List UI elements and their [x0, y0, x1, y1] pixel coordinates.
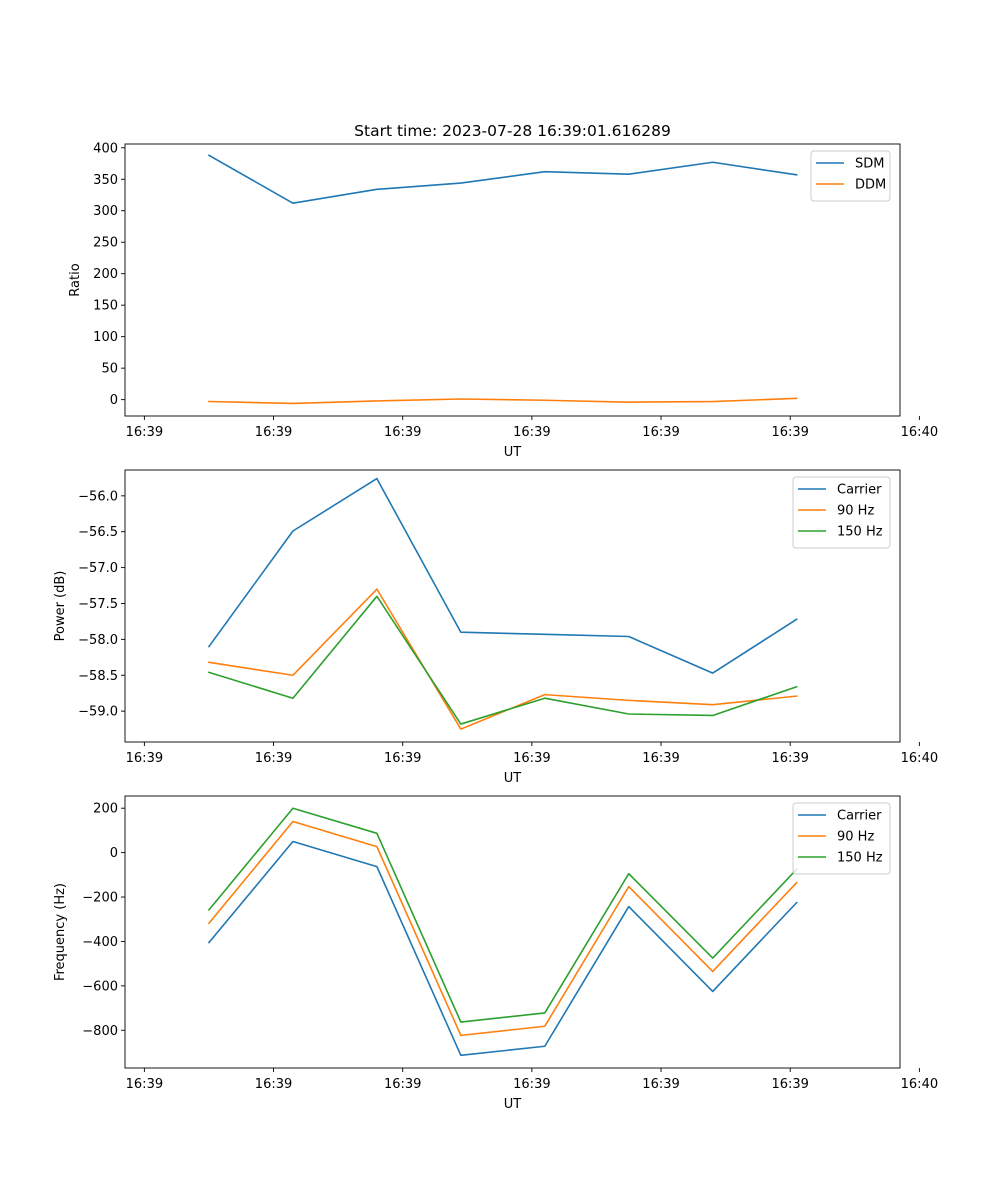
y-tick-label: −200 [82, 891, 118, 906]
y-tick-label: 200 [93, 267, 118, 282]
y-axis-label: Ratio [68, 263, 83, 296]
plot-frame [124, 143, 901, 417]
y-tick-label: −58.0 [78, 633, 118, 648]
legend-label: DDM [855, 178, 886, 193]
x-tick-label: 16:39 [513, 425, 550, 440]
x-tick-label: 16:39 [642, 425, 679, 440]
x-tick-label: 16:39 [255, 751, 292, 766]
y-tick-label: 50 [101, 362, 118, 377]
chart-panel-frequency: 16:39 16:39 16:39 16:39 16:39 16:39 16:40 −800 −… [53, 795, 938, 1112]
legend: SDM DDM [810, 150, 891, 202]
legend-label: Carrier [837, 483, 882, 498]
y-tick-label: 200 [93, 802, 118, 817]
x-tick-label: 16:39 [771, 425, 808, 440]
legend-label: 150 Hz [837, 525, 883, 540]
x-axis-label: UT [504, 1097, 522, 1112]
legend-label: Carrier [837, 809, 882, 824]
x-axis-label: UT [504, 771, 522, 786]
x-tick-label: 16:39 [513, 1077, 550, 1092]
y-tick-label: 100 [93, 330, 118, 345]
y-tick-label: 150 [93, 299, 118, 314]
x-tick-label: 16:40 [901, 1077, 938, 1092]
x-tick-label: 16:39 [126, 425, 163, 440]
x-tick-label: 16:39 [255, 1077, 292, 1092]
y-tick-label: −400 [82, 935, 118, 950]
chart-panels: 16:39 16:39 16:39 16:39 16:39 16:39 16:40 0 50 10… [53, 141, 938, 1112]
chart-title: Start time: 2023-07-28 16:39:01.616289 [354, 122, 671, 140]
x-tick-label: 16:39 [255, 425, 292, 440]
x-tick-label: 16:39 [126, 1077, 163, 1092]
chart-panel-ratio: 16:39 16:39 16:39 16:39 16:39 16:39 16:40 0 50 10… [68, 141, 938, 460]
y-tick-label: −57.0 [78, 561, 118, 576]
chart-panel-power: 16:39 16:39 16:39 16:39 16:39 16:39 16:40 −59.0… [53, 469, 938, 786]
legend: Carrier 90 Hz 150 Hz [792, 802, 891, 875]
y-tick-label: −56.5 [78, 525, 118, 540]
y-axis-label: Power (dB) [53, 571, 68, 642]
y-tick-label: −57.5 [78, 597, 118, 612]
y-tick-label: 250 [93, 236, 118, 251]
y-tick-label: −800 [82, 1024, 118, 1039]
series-line-sdm [207, 154, 798, 204]
x-tick-label: 16:39 [126, 751, 163, 766]
plot-frame [124, 795, 901, 1069]
y-tick-label: 0 [110, 846, 118, 861]
x-tick-label: 16:40 [901, 425, 938, 440]
y-tick-label: −58.5 [78, 669, 118, 684]
legend-label: SDM [855, 157, 884, 172]
series-line-carrier [207, 477, 798, 674]
series-line-150-hz [207, 595, 798, 725]
x-tick-label: 16:39 [642, 1077, 679, 1092]
y-tick-label: 300 [93, 204, 118, 219]
x-tick-label: 16:39 [642, 751, 679, 766]
x-tick-label: 16:40 [901, 751, 938, 766]
x-tick-label: 16:39 [384, 751, 421, 766]
y-tick-label: 0 [110, 393, 118, 408]
series-line-carrier [207, 840, 798, 1057]
x-tick-label: 16:39 [384, 425, 421, 440]
x-axis-label: UT [504, 445, 522, 460]
legend-label: 90 Hz [837, 830, 874, 845]
legend: Carrier 90 Hz 150 Hz [792, 476, 891, 549]
x-tick-label: 16:39 [384, 1077, 421, 1092]
series-line-90-hz [207, 820, 798, 1037]
x-tick-label: 16:39 [771, 751, 808, 766]
plot-frame [124, 469, 901, 743]
y-axis-label: Frequency (Hz) [53, 883, 68, 981]
x-tick-label: 16:39 [771, 1077, 808, 1092]
y-tick-label: −56.0 [78, 489, 118, 504]
y-tick-label: −59.0 [78, 705, 118, 720]
series-line-150-hz [207, 807, 798, 1023]
y-tick-label: 350 [93, 173, 118, 188]
y-tick-label: 400 [93, 141, 118, 156]
x-tick-label: 16:39 [513, 751, 550, 766]
legend-label: 150 Hz [837, 851, 883, 866]
legend-label: 90 Hz [837, 504, 874, 519]
series-line-ddm [208, 397, 798, 405]
y-tick-label: −600 [82, 979, 118, 994]
